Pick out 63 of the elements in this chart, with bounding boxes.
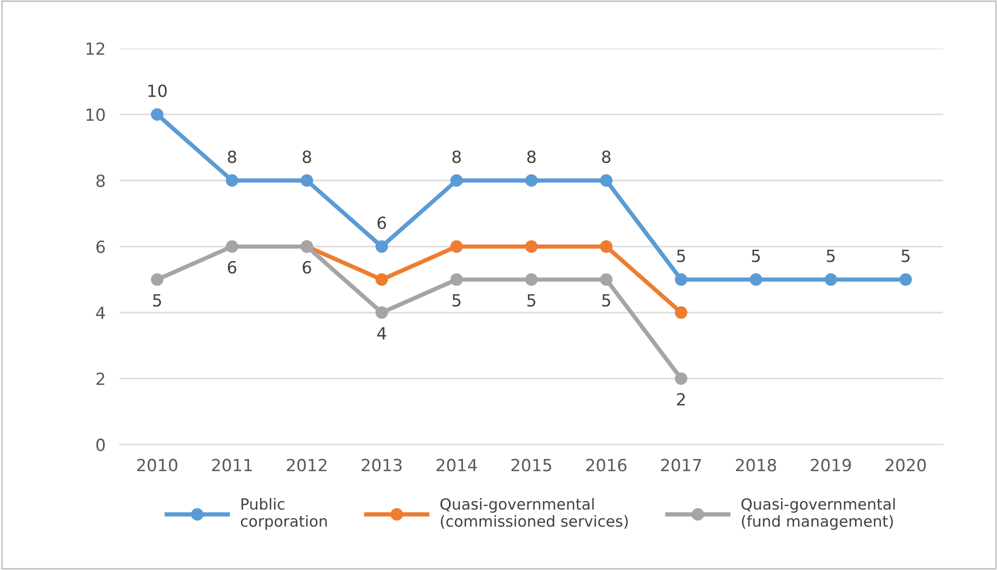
y-tick-label: 6 xyxy=(96,240,105,254)
data-label: 6 xyxy=(378,216,386,230)
data-label: 8 xyxy=(602,150,610,164)
data-label: 5 xyxy=(527,294,536,307)
y-tick-label: 0 xyxy=(96,438,105,452)
point xyxy=(674,306,688,319)
data-label: 5 xyxy=(452,294,460,307)
point xyxy=(750,273,762,286)
point xyxy=(450,240,463,253)
data-label: 10 xyxy=(148,84,167,98)
x-tick-label: 2014 xyxy=(436,458,477,472)
y-tick-label: 10 xyxy=(86,108,105,122)
x-tick-label: 2015 xyxy=(511,458,552,472)
legend-label: Quasi-governmental (fund management) xyxy=(741,498,895,530)
x-tick-label: 2017 xyxy=(661,458,701,472)
point xyxy=(525,174,538,187)
x-tick-label: 2013 xyxy=(362,458,402,472)
point xyxy=(375,306,388,319)
x-tick-label: 2011 xyxy=(212,458,252,472)
x-tick-label: 2019 xyxy=(810,458,851,472)
x-tick-label: 2010 xyxy=(137,458,178,472)
y-tick-label: 4 xyxy=(96,306,105,319)
data-label: 5 xyxy=(153,294,162,307)
data-label: 5 xyxy=(826,250,835,262)
point xyxy=(150,273,164,286)
data-label: 6 xyxy=(228,260,236,274)
data-label: 4 xyxy=(377,327,386,340)
point xyxy=(600,174,613,187)
point xyxy=(450,174,463,187)
data-label: 6 xyxy=(302,260,312,274)
data-label: 5 xyxy=(602,294,610,307)
point xyxy=(674,372,688,385)
point xyxy=(600,273,613,286)
x-tick-label: 2020 xyxy=(886,458,926,472)
point xyxy=(150,108,164,121)
y-tick-label: 2 xyxy=(96,372,104,385)
legend-label: Quasi-governmental (commissioned services) xyxy=(440,498,628,529)
point xyxy=(674,273,688,286)
data-label: 8 xyxy=(452,150,461,164)
data-label: 5 xyxy=(677,250,685,262)
y-tick-label: 8 xyxy=(96,174,105,188)
point xyxy=(824,273,838,286)
point xyxy=(450,273,463,286)
data-label: 5 xyxy=(752,250,760,262)
y-tick-label: 12 xyxy=(86,42,104,55)
x-tick-label: 2018 xyxy=(736,458,776,472)
data-label: 2 xyxy=(677,393,685,406)
data-label: 8 xyxy=(228,150,236,164)
point xyxy=(525,240,538,253)
point xyxy=(375,240,388,253)
point xyxy=(226,174,238,187)
point xyxy=(375,273,388,286)
legend-label: Public corporation xyxy=(240,498,327,530)
point xyxy=(525,273,538,286)
point xyxy=(600,240,613,253)
point xyxy=(300,174,314,187)
data-label: 8 xyxy=(527,150,536,164)
data-label: 5 xyxy=(902,250,910,262)
x-tick-label: 2016 xyxy=(586,458,626,472)
data-label: 8 xyxy=(302,150,312,164)
point xyxy=(899,273,912,286)
point xyxy=(226,240,238,253)
x-tick-label: 2012 xyxy=(286,458,326,472)
